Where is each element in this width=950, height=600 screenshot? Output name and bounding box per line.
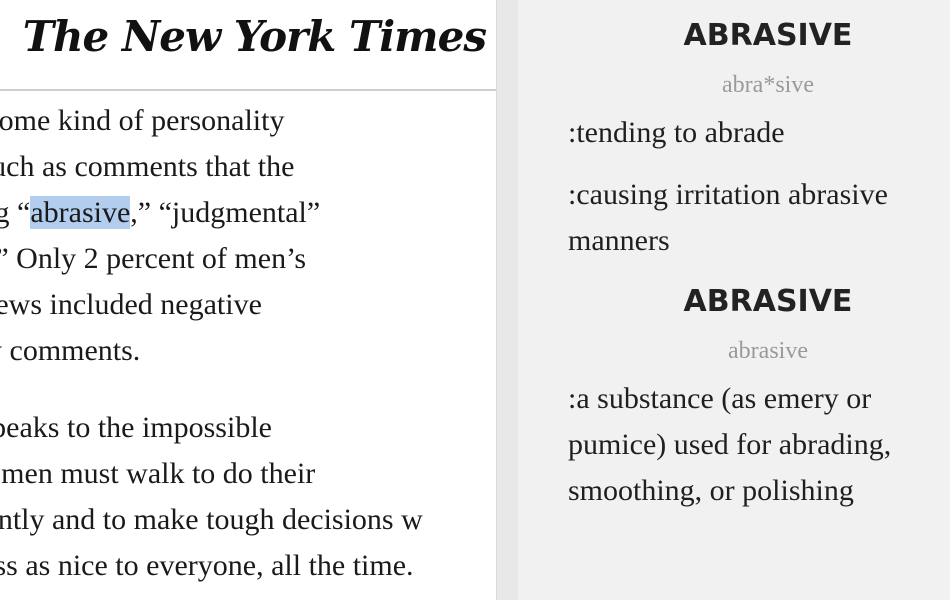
article-line: stently and to make tough decisions w bbox=[0, 503, 423, 536]
dictionary-pane: ABRASIVE abra*sive :tending to abrade :c… bbox=[518, 0, 950, 600]
masthead-logo: The New York Times bbox=[22, 12, 487, 61]
definition-line: pumice) used for abrading, bbox=[568, 428, 892, 461]
article-pane[interactable]: The New York Times some kind of personal… bbox=[0, 0, 496, 600]
definition-line: manners bbox=[568, 224, 670, 257]
masthead: The New York Times bbox=[0, 0, 496, 91]
article-line: boss as nice to everyone, all the time. bbox=[0, 549, 414, 582]
entry-headword: ABRASIVE bbox=[683, 284, 853, 319]
pane-divider[interactable] bbox=[496, 0, 519, 600]
article-line: speaks to the impossible bbox=[0, 411, 272, 444]
article-body[interactable]: some kind of personality such as comment… bbox=[0, 98, 496, 589]
article-line: y comments. bbox=[0, 334, 141, 367]
entry-headword: ABRASIVE bbox=[683, 18, 853, 53]
entry-pronunciation: abrasive bbox=[728, 338, 808, 364]
article-line: views included negative bbox=[0, 288, 262, 321]
article-line: such as comments that the bbox=[0, 150, 295, 183]
article-line: g “abrasive,” “judgmental” bbox=[0, 196, 321, 229]
selected-word[interactable]: abrasive bbox=[30, 196, 131, 229]
entry-pronunciation: abra*sive bbox=[722, 72, 814, 98]
article-line: some kind of personality bbox=[0, 104, 285, 137]
definition-line: :tending to abrade bbox=[568, 116, 785, 149]
definition-line: :a substance (as emery or bbox=[568, 382, 872, 415]
article-line: t.” Only 2 percent of men’s bbox=[0, 242, 307, 275]
definition-line: smoothing, or polishing bbox=[568, 474, 854, 507]
article-line: women must walk to do their bbox=[0, 457, 316, 490]
definition-line: :causing irritation abrasive bbox=[568, 178, 888, 211]
